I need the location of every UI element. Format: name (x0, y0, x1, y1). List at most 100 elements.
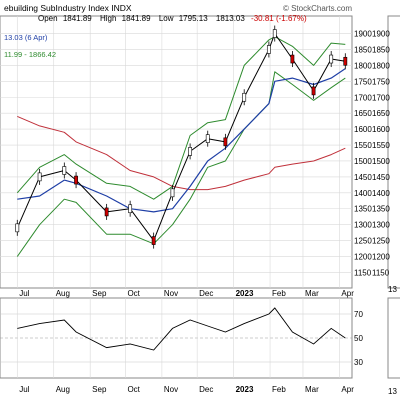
rsi-x-tick-label: Mar (305, 385, 319, 394)
high-value: 1841.89 (122, 14, 151, 23)
side-panel-tick-label: 1700 (372, 93, 390, 102)
price-y-tick-label: 1500 (354, 157, 372, 166)
candle-body (272, 29, 277, 38)
price-x-tick-label: Mar (305, 289, 319, 298)
side-panel-tick-label: 1900 (372, 30, 390, 39)
side-rsi-panel (387, 297, 400, 379)
rsi-series (17, 307, 346, 351)
price-y-tick-label: 1750 (354, 77, 372, 86)
candle-body (170, 188, 175, 198)
price-y-tick-label: 1150 (354, 268, 372, 277)
candle-body (15, 223, 20, 233)
rsi-x-ticks: Jul Aug Sep Oct Nov Dec 2023 Feb Mar Apr (19, 385, 354, 394)
price-y-tick-label: 1600 (354, 125, 372, 134)
price-y-tick-label: 1850 (354, 45, 372, 54)
price-y-tick-label: 1250 (354, 237, 372, 246)
price-x-tick-label: Nov (164, 289, 178, 298)
rsi-x-tick-label: Dec (199, 385, 213, 394)
price-y-tick-label: 1650 (354, 109, 372, 118)
series-bollinger-upper (16, 36, 346, 200)
low-value: 1795.13 (179, 14, 208, 23)
price-x-tick-label: Oct (127, 289, 140, 298)
price-x-tick-label: 2023 (236, 289, 254, 298)
side-panel-tick-label: 1250 (372, 237, 390, 246)
low-label: Low (159, 14, 174, 23)
price-y-tick-label: 1700 (354, 93, 372, 102)
price-y-tick-label: 1400 (354, 189, 372, 198)
candle-body (329, 54, 334, 64)
side-panel-tick-label: 1300 (372, 221, 390, 230)
candle-body (151, 236, 156, 245)
side-panel-ticks: 1900 1850 1800 1750 1700 1650 1600 1550 1500 1450… (372, 30, 390, 278)
side-panel-tick-label: 1350 (372, 205, 390, 214)
candle-body (62, 166, 67, 175)
candle-body (128, 204, 133, 214)
series-bollinger-lower (16, 71, 346, 257)
rsi-grid (0, 298, 352, 378)
candle-body (343, 56, 348, 66)
rsi-x-tick-label: Feb (272, 385, 286, 394)
side-panel-tick-label: 1800 (372, 61, 390, 70)
price-y-tick-label: 1900 (354, 30, 372, 39)
rsi-x-tick-label: Nov (164, 385, 178, 394)
price-x-tick-label: Jul (19, 289, 29, 298)
price-x-tick-label: Sep (92, 289, 107, 298)
price-x-ticks: Jul Aug Sep Oct Nov Dec 2023 Feb Mar Apr (19, 289, 354, 298)
side-panel-tick-label: 1750 (372, 77, 390, 86)
price-y-tick-label: 1450 (354, 173, 372, 182)
candle-body (37, 172, 42, 182)
price-y-tick-label: 1350 (354, 205, 372, 214)
price-x-tick-label: Feb (272, 289, 286, 298)
side-panel-tick-label: 1500 (372, 157, 390, 166)
candle-body (242, 92, 247, 102)
open-value: 1841.89 (63, 14, 92, 23)
candle-body (74, 175, 78, 185)
candle-body (205, 134, 210, 143)
rsi-x-tick-label: Oct (127, 385, 140, 394)
copyright-label: © StockCharts.com (283, 4, 352, 13)
side-panel-bottom-label: 13 (388, 285, 397, 294)
candle-body (188, 147, 193, 156)
side-panel-tick-label: 1850 (372, 45, 390, 54)
overlay-readout-1: 13.03 (6 Apr) (4, 33, 48, 42)
close-value: 1813.03 (216, 14, 245, 23)
overlay-readout-2: 11.99 - 1866.42 (4, 50, 56, 59)
rsi-x-tick-label: Sep (92, 385, 107, 394)
candle-body (266, 45, 271, 54)
rsi-y-tick-label: 50 (354, 334, 363, 343)
rsi-x-tick-label: Apr (341, 385, 354, 394)
price-x-tick-label: Dec (199, 289, 213, 298)
series-rsi (17, 307, 346, 351)
side-price-panel (387, 15, 400, 289)
high-label: High (100, 14, 116, 23)
rsi-x-tick-label: 2023 (236, 385, 254, 394)
side-panel-tick-label: 1150 (372, 268, 390, 277)
price-grid (0, 16, 352, 288)
candle-body (290, 54, 295, 64)
price-y-ticks: 1150 1200 1250 1300 1350 1400 1450 1500 1550 1600… (354, 30, 372, 278)
price-y-tick-label: 1300 (354, 221, 372, 230)
rsi-y-tick-label: 30 (354, 358, 363, 367)
side-panel-tick-label: 1600 (372, 125, 390, 134)
ohlc-readout: Open 1841.89 High 1841.89 Low 1795.13 18… (38, 14, 307, 23)
rsi-y-ticks: 30 50 70 (354, 310, 363, 367)
open-label: Open (38, 14, 58, 23)
rsi-x-tick-label: Jul (19, 385, 29, 394)
price-x-tick-label: Aug (56, 289, 70, 298)
series-close (16, 33, 346, 242)
candle-body (311, 86, 316, 96)
side-panel-tick-label: 1450 (372, 173, 390, 182)
candle-body (104, 207, 109, 217)
side-panel-rsi-bottom-label: 13 (388, 387, 397, 396)
price-y-tick-label: 1800 (354, 61, 372, 70)
chart-title: ebuilding SubIndustry Index INDX (4, 3, 132, 13)
side-panel-tick-label: 1550 (372, 141, 390, 150)
price-series (15, 25, 348, 257)
series-ma-short (17, 68, 346, 213)
side-panel-tick-label: 1400 (372, 189, 390, 198)
series-ma-long (17, 115, 346, 191)
candle-body (223, 137, 228, 147)
change-value: -30.81 (-1.67%) (251, 14, 307, 23)
